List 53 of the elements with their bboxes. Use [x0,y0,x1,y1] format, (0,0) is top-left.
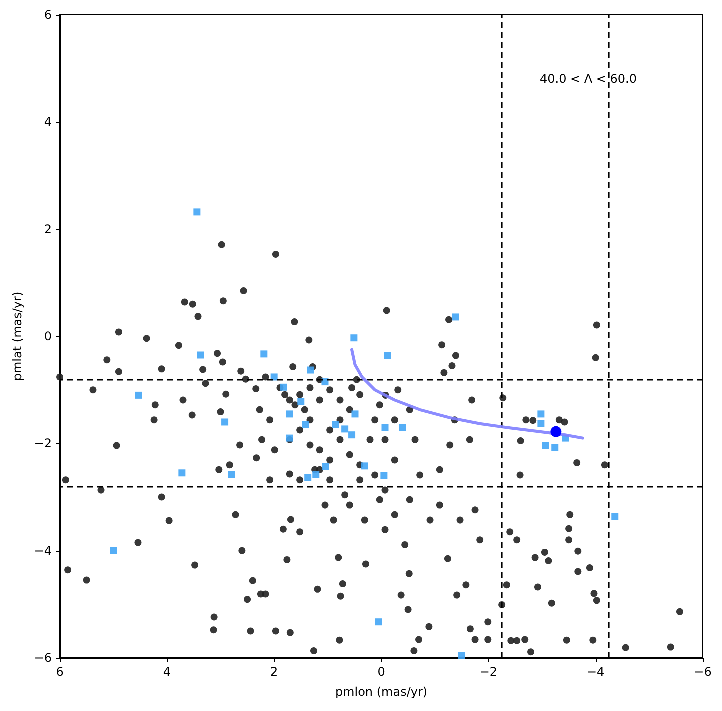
x-tick-label: −2 [480,665,498,679]
point [286,410,294,418]
point [384,352,392,360]
x-axis-title: pmlon (mas/yr) [335,685,428,699]
point [612,513,619,520]
point [352,410,359,418]
point [312,471,320,478]
point [380,472,388,480]
point [399,424,406,432]
point [194,208,201,216]
point [348,432,356,439]
x-tick-label: −4 [586,665,605,679]
point [307,366,314,374]
point [228,471,236,478]
y-tick-label: 2 [44,222,52,236]
y-tick-label: 0 [44,330,52,344]
point [361,462,368,470]
point [332,421,340,428]
point [538,410,545,418]
point [350,334,358,342]
x-tick-label: 4 [163,665,171,679]
point [458,652,466,660]
point [280,384,288,391]
point [550,426,562,438]
point [302,421,310,428]
x-tick-label: −6 [694,665,712,679]
point [222,418,229,426]
point [382,424,389,432]
point [197,352,204,359]
point [110,547,118,554]
y-tick-label: −4 [34,544,52,558]
point [304,474,312,482]
point [135,392,142,399]
y-tick-label: 6 [44,8,52,22]
point [542,442,550,450]
point [538,420,545,428]
point [270,374,278,381]
y-axis-title: pmlat (mas/yr) [10,292,24,382]
point [342,426,349,433]
point [178,470,186,477]
x-tick-label: 6 [56,665,64,679]
point [552,444,559,452]
x-tick-label: 0 [378,665,386,679]
point [452,314,460,321]
point [322,463,330,470]
y-tick-label: 4 [44,115,52,130]
point [298,398,305,406]
point [375,618,382,626]
y-tick-label: −6 [34,651,52,665]
y-tick-label: −2 [34,436,52,451]
point [260,350,268,358]
x-tick-label: 2 [270,665,278,679]
annotation: 40.0 < Λ < 60.0 [540,72,637,86]
